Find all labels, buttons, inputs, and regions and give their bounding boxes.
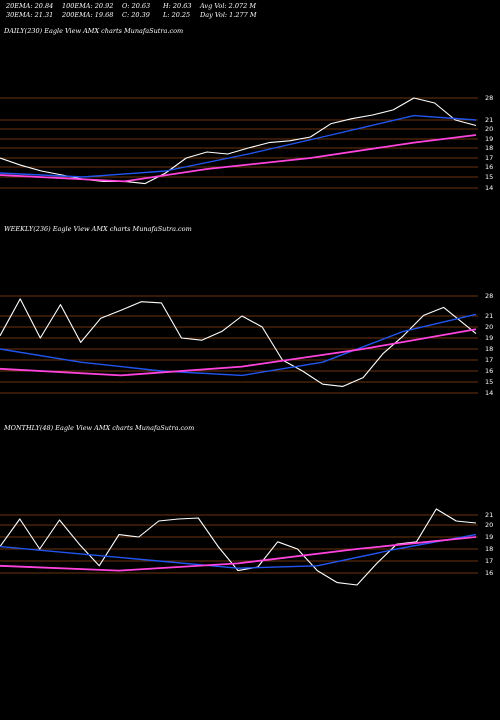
stat-ema200: 200EMA: 19.68: [62, 11, 114, 19]
stat-ema30: 30EMA: 21.31: [6, 11, 54, 19]
y-tick-label: 16: [485, 163, 493, 171]
y-tick-label: 19: [485, 334, 493, 342]
y-tick-label: 15: [485, 173, 493, 181]
stat-low: L: 20.25: [163, 11, 191, 19]
series-line-blue: [0, 313, 477, 377]
y-tick-label: 21: [485, 116, 493, 124]
y-tick-label: 14: [485, 184, 493, 192]
y-tick-label: 15: [485, 378, 493, 386]
y-tick-label: 20: [485, 323, 493, 331]
y-tick-label: 28: [485, 94, 493, 102]
series-line-white: [0, 97, 477, 185]
weekly-panel-label: WEEKLY(236) Eagle View AMX charts Munafa…: [4, 225, 192, 233]
y-tick-label: 21: [485, 312, 493, 320]
series-line-blue: [0, 114, 477, 178]
y-tick-label: 21: [485, 511, 493, 519]
stat-high: H: 20.63: [163, 2, 192, 10]
stat-open: O: 20.63: [122, 2, 151, 10]
series-line-blue: [0, 533, 477, 569]
y-tick-label: 19: [485, 533, 493, 541]
y-tick-label: 18: [485, 545, 493, 553]
y-tick-label: 17: [485, 356, 493, 364]
series-line-pink: [0, 134, 477, 183]
y-tick-label: 16: [485, 569, 493, 577]
y-tick-label: 14: [485, 389, 493, 397]
y-tick-label: 28: [485, 292, 493, 300]
series-line-pink: [0, 536, 477, 572]
monthly-panel-label: MONTHLY(48) Eagle View AMX charts Munafa…: [4, 424, 195, 432]
y-tick-label: 17: [485, 557, 493, 565]
y-tick-label: 16: [485, 367, 493, 375]
y-tick-label: 17: [485, 154, 493, 162]
y-tick-label: 18: [485, 345, 493, 353]
y-tick-label: 20: [485, 521, 493, 529]
stat-ema100: 100EMA: 20.92: [62, 2, 114, 10]
stat-close: C: 20.39: [122, 11, 150, 19]
stat-ema20: 20EMA: 20.84: [6, 2, 54, 10]
stat-dayvol: Day Vol: 1.277 M: [200, 11, 257, 19]
daily-panel-label: DAILY(230) Eagle View AMX charts MunafaS…: [4, 27, 184, 35]
y-tick-label: 18: [485, 144, 493, 152]
stat-avgvol: Avg Vol: 2.072 M: [200, 2, 257, 10]
y-tick-label: 19: [485, 135, 493, 143]
y-tick-label: 20: [485, 125, 493, 133]
series-line-white: [0, 298, 477, 387]
series-line-pink: [0, 328, 477, 377]
